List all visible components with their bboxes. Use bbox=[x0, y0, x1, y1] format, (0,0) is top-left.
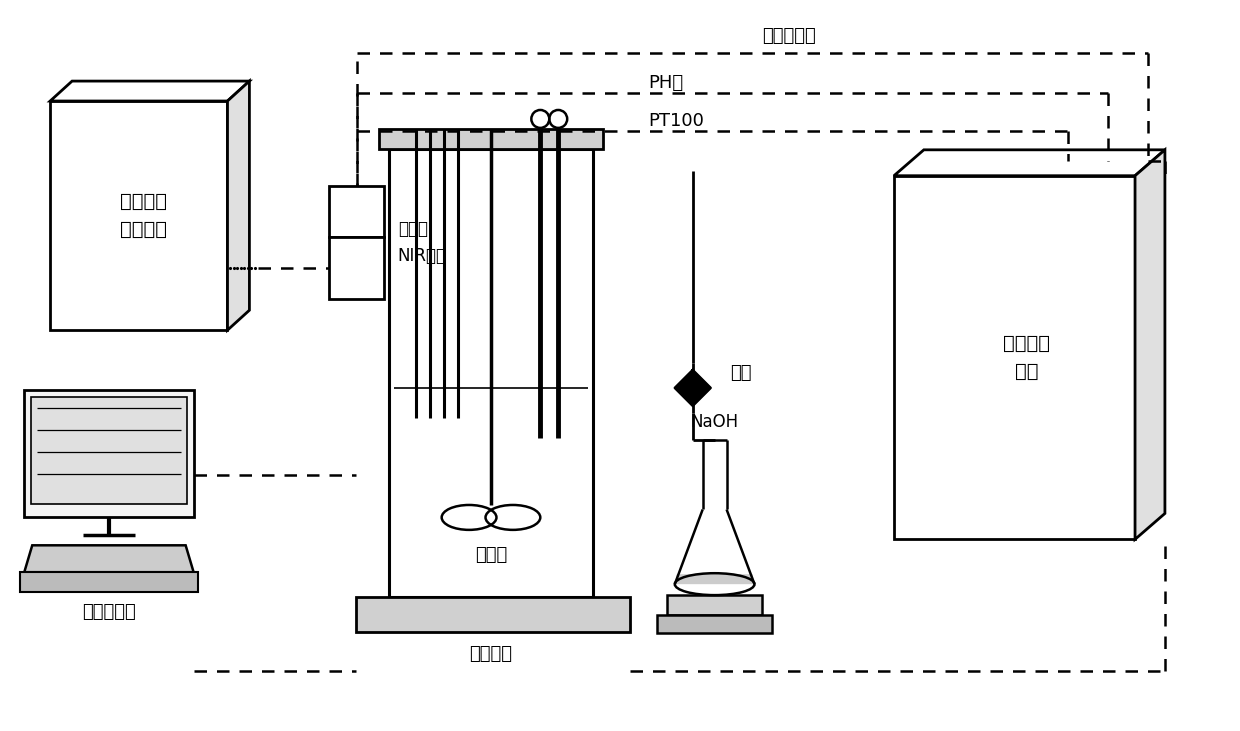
Polygon shape bbox=[894, 150, 1164, 175]
Bar bbox=[894, 175, 1135, 539]
Bar bbox=[50, 101, 227, 330]
Polygon shape bbox=[227, 81, 249, 330]
Text: PH计: PH计 bbox=[647, 74, 683, 92]
Polygon shape bbox=[675, 370, 693, 406]
Bar bbox=[389, 149, 593, 597]
Text: 监控计算机: 监控计算机 bbox=[82, 603, 136, 621]
Bar bbox=[329, 238, 384, 299]
Bar bbox=[329, 186, 384, 238]
Text: NaOH: NaOH bbox=[691, 413, 739, 431]
Text: 冷水: 冷水 bbox=[730, 364, 753, 382]
Bar bbox=[31, 397, 187, 504]
Text: 发酵罐: 发酵罐 bbox=[475, 546, 507, 564]
Text: PT100: PT100 bbox=[647, 112, 704, 130]
Text: 发酵控制
设备: 发酵控制 设备 bbox=[1003, 334, 1050, 381]
Bar bbox=[356, 597, 630, 632]
Bar bbox=[379, 129, 603, 149]
Polygon shape bbox=[1135, 150, 1164, 539]
Polygon shape bbox=[20, 572, 197, 592]
Text: 近红外光
谱分析仪: 近红外光 谱分析仪 bbox=[120, 192, 167, 239]
Bar bbox=[667, 595, 763, 615]
Polygon shape bbox=[50, 81, 249, 101]
Polygon shape bbox=[675, 575, 754, 584]
Bar bbox=[25, 390, 193, 518]
Text: 温度控制: 温度控制 bbox=[470, 645, 512, 663]
Text: 电动攅拌浆: 电动攅拌浆 bbox=[763, 27, 816, 45]
Polygon shape bbox=[25, 545, 193, 572]
Bar bbox=[657, 615, 773, 633]
Text: 浸入式
NIR探头: 浸入式 NIR探头 bbox=[398, 220, 446, 265]
Polygon shape bbox=[693, 370, 711, 406]
